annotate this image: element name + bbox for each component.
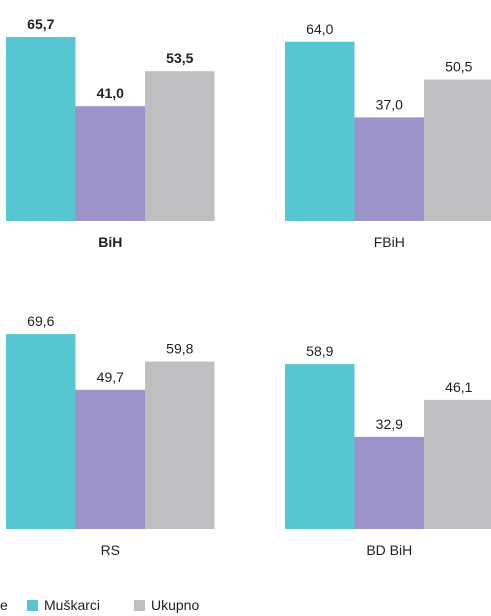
- chart-panel-bih: 65,7 41,0 53,5 BiH: [6, 16, 215, 250]
- bar-bd-bih-ukupno: [424, 399, 491, 529]
- value-label-bih-zene: 41,0: [97, 85, 124, 101]
- legend-label-ukupno: Ukupno: [151, 597, 200, 613]
- legend-swatch-muskarci: [27, 599, 38, 611]
- bar-rs-ukupno: [145, 361, 215, 529]
- bar-rs-zene: [75, 389, 145, 529]
- value-label-bih-muskarci: 65,7: [27, 16, 54, 32]
- category-label-bih: BiH: [98, 234, 122, 250]
- value-label-fbih-ukupno: 50,5: [445, 59, 472, 75]
- value-label-rs-ukupno: 59,8: [166, 341, 193, 357]
- category-label-rs: RS: [101, 542, 120, 558]
- bar-rs-muskarci: [6, 334, 76, 529]
- value-label-fbih-muskarci: 64,0: [306, 21, 333, 37]
- bar-bih-ukupno: [145, 71, 215, 221]
- value-label-bd-bih-muskarci: 58,9: [306, 343, 333, 359]
- value-label-rs-zene: 49,7: [97, 369, 124, 385]
- legend-item-muskarci: Muškarci: [27, 597, 100, 613]
- chart-legend: e Muškarci Ukupno: [0, 597, 491, 616]
- value-label-bd-bih-zene: 32,9: [376, 416, 403, 432]
- value-label-rs-muskarci: 69,6: [27, 313, 54, 329]
- category-label-fbih: FBiH: [374, 234, 405, 250]
- chart-panel-rs: 69,6 49,7 59,8 RS: [6, 313, 215, 558]
- bar-bih-zene: [75, 106, 145, 221]
- bar-bih-muskarci: [6, 37, 76, 221]
- chart-panel-fbih: 64,0 37,0 50,5 FBiH: [285, 21, 491, 250]
- bar-bd-bih-zene: [354, 436, 424, 529]
- legend-item-ukupno: Ukupno: [134, 597, 199, 613]
- legend-swatch-ukupno: [134, 599, 145, 611]
- value-label-fbih-zene: 37,0: [376, 96, 403, 112]
- bar-fbih-muskarci: [285, 41, 355, 221]
- category-label-bd-bih: BD BiH: [366, 542, 412, 558]
- bar-bd-bih-muskarci: [285, 364, 355, 529]
- bar-fbih-zene: [354, 117, 424, 221]
- value-label-bd-bih-ukupno: 46,1: [445, 379, 472, 395]
- chart-panel-bd-bih: 58,9 32,9 46,1 BD BiH: [285, 343, 491, 558]
- legend-label-muskarci: Muškarci: [44, 597, 101, 613]
- legend-label-zene: e: [0, 597, 8, 613]
- value-label-bih-ukupno: 53,5: [166, 50, 193, 66]
- bar-fbih-ukupno: [424, 79, 491, 221]
- legend-item-zene: e: [0, 597, 8, 613]
